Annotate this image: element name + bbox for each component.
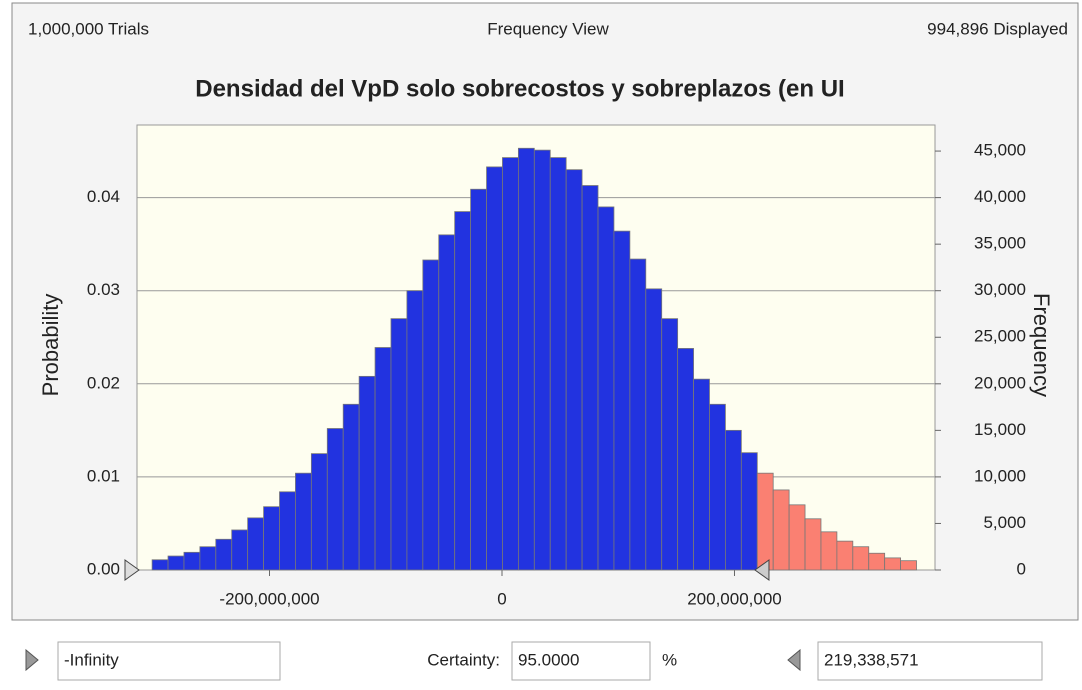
displayed: 994,896 Displayed <box>927 19 1068 38</box>
left-grabber[interactable] <box>124 559 140 581</box>
bar <box>884 557 901 571</box>
trials: 1,000,000 Trials <box>28 19 149 38</box>
bar <box>454 211 472 571</box>
bar <box>565 169 583 571</box>
bar <box>406 290 424 571</box>
bar <box>358 375 376 571</box>
bar <box>199 546 217 571</box>
y-tick-label: 0.04 <box>87 187 120 206</box>
bar <box>709 403 726 571</box>
y2-tick-label: 25,000 <box>974 327 1026 346</box>
bar <box>725 429 742 571</box>
view-name: Frequency View <box>487 19 609 38</box>
y2-tick-label: 20,000 <box>974 373 1026 392</box>
bar <box>517 147 535 571</box>
bar <box>597 206 615 571</box>
title-clip: Densidad del VpD solo sobrecostos y sobr… <box>195 75 844 102</box>
x-tick-label: 200,000,000 <box>687 589 782 608</box>
bar <box>868 552 886 571</box>
bar <box>693 378 710 571</box>
y2-tick-label: 10,000 <box>974 466 1026 485</box>
certainty-value: 95.0000 <box>518 650 579 669</box>
bar <box>422 259 440 571</box>
y-tick-label: 0.01 <box>87 466 120 485</box>
bar <box>533 149 551 571</box>
bar <box>295 472 312 571</box>
chart-title: Densidad del VpD solo sobrecostos y sobr… <box>195 75 844 102</box>
right-grabber[interactable] <box>754 559 770 581</box>
left-input[interactable] <box>57 641 281 681</box>
y2-tick-label: 45,000 <box>974 141 1026 160</box>
left-arrow[interactable] <box>25 648 39 672</box>
bar <box>247 517 264 571</box>
y2-tick-label: 35,000 <box>974 234 1026 253</box>
bar <box>677 348 694 571</box>
bar <box>804 518 822 571</box>
bar <box>502 157 519 571</box>
x-tick-label: 0 <box>497 589 506 608</box>
bar <box>326 428 344 571</box>
bar <box>549 157 567 571</box>
bar <box>852 546 870 571</box>
certainty-label: Certainty: <box>427 650 500 669</box>
bar <box>279 491 296 571</box>
percent-sign: % <box>662 650 677 669</box>
y2-tick-label: 0 <box>1017 559 1026 578</box>
bar <box>645 288 663 571</box>
bar <box>820 531 838 571</box>
left-value: -Infinity <box>64 650 119 669</box>
bar <box>151 559 169 571</box>
bar <box>581 185 599 571</box>
bar <box>470 188 487 571</box>
right-arrow[interactable] <box>787 648 801 672</box>
bar <box>263 506 280 571</box>
bar <box>374 347 392 571</box>
bar <box>900 560 917 571</box>
bar <box>215 538 233 571</box>
bar <box>788 504 806 571</box>
bar <box>438 234 456 571</box>
y-tick-label: 0.00 <box>87 559 120 578</box>
bar <box>310 453 328 571</box>
bar <box>629 258 647 571</box>
right-value: 219,338,571 <box>824 650 919 669</box>
y2-tick-label: 30,000 <box>974 280 1026 299</box>
bar <box>183 551 201 571</box>
bar <box>390 318 408 571</box>
bar <box>740 452 758 571</box>
bar <box>613 230 631 571</box>
right-input[interactable] <box>817 641 1043 681</box>
y2-tick-label: 15,000 <box>974 420 1026 439</box>
certainty-input[interactable] <box>511 641 651 681</box>
bar <box>836 540 854 571</box>
bar <box>231 529 249 571</box>
bar <box>661 318 679 571</box>
y-tick-label: 0.03 <box>87 280 120 299</box>
y2-tick-label: 40,000 <box>974 187 1026 206</box>
y-tick-label: 0.02 <box>87 373 120 392</box>
y2-tick-label: 5,000 <box>983 513 1026 532</box>
bar <box>342 403 360 571</box>
bar <box>486 166 503 571</box>
bar <box>756 472 774 571</box>
y-axis-label: Probability <box>38 294 63 397</box>
y2-axis-label: Frequency <box>1029 293 1054 397</box>
bar <box>167 555 185 571</box>
bar <box>772 489 790 571</box>
x-tick-label: -200,000,000 <box>219 589 319 608</box>
